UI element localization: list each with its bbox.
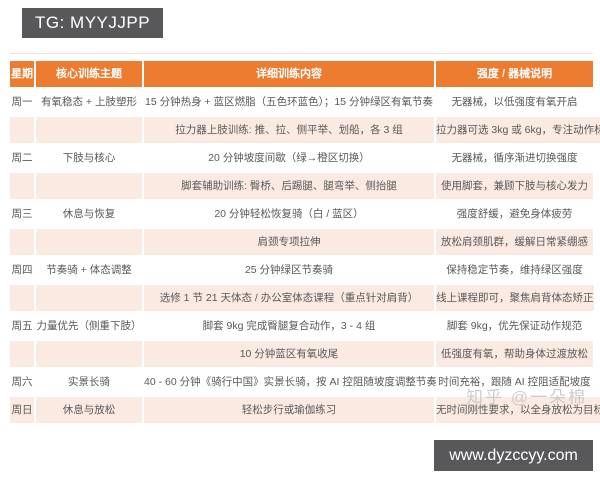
- cell-weekday: [10, 341, 34, 367]
- cell-note: 强度舒缓，避免身体疲劳: [436, 201, 593, 227]
- cell-content: 40 - 60 分钟《骑行中国》实景长骑，按 AI 控阻随坡度调整节奏: [144, 369, 437, 395]
- cell-theme: 力量优先（侧重下肢）: [36, 313, 142, 339]
- cell-note: 线上课程即可，聚焦肩背体态矫正: [436, 285, 594, 311]
- site-url-badge: www.dyzccyy.com: [434, 440, 593, 471]
- table-row: 拉力器上肢训练: 推、拉、侧平举、划船，各 3 组拉力器可选 3kg 或 6kg…: [10, 117, 600, 143]
- table-row: 周日 休息与放松 轻松步行或瑜伽练习 无时间刚性要求，以全身放松为目标: [10, 397, 600, 423]
- table-row: 周二 下肢与核心 20 分钟坡度间歇（绿→橙区切换） 无器械，循序渐进切换强度: [10, 145, 593, 171]
- cell-theme: 节奏骑 + 体态调整: [36, 257, 142, 283]
- table-row: 脚套辅助训练: 臀桥、后踢腿、腿弯举、侧抬腿 使用脚套，兼顾下肢与核心发力: [10, 173, 593, 199]
- table-body: 周一 有氧稳态 + 上肢塑形 15 分钟热身 + 蓝区燃脂（五色环蓝色）；15 分钟…: [10, 89, 600, 423]
- table-row: 周三 休息与恢复 20 分钟轻松恢复骑（白 / 蓝区） 强度舒缓，避免身体疲劳: [10, 201, 593, 227]
- cell-note: 无器械，循序渐进切换强度: [436, 145, 593, 171]
- cell-weekday: 周四: [10, 257, 34, 283]
- cell-weekday: 周二: [10, 145, 34, 171]
- zhihu-watermark: 知乎 @一朵棉: [466, 388, 587, 407]
- cell-content: 20 分钟轻松恢复骑（白 / 蓝区）: [144, 201, 434, 227]
- cell-content: 20 分钟坡度间歇（绿→橙区切换）: [144, 145, 434, 171]
- cell-theme: 下肢与核心: [36, 145, 142, 171]
- cell-weekday: 周六: [10, 369, 34, 395]
- cell-content: 肩颈专项拉伸: [144, 229, 434, 255]
- cell-weekday: [10, 229, 34, 255]
- cell-weekday: 周五: [10, 313, 34, 339]
- cell-theme: [36, 285, 142, 311]
- cell-note: 低强度有氧，帮助身体过渡放松: [436, 341, 593, 367]
- cell-weekday: [10, 285, 34, 311]
- training-schedule-table: 星期 核心训练主题 详细训练内容 强度 / 器械说明 周一 有氧稳态 + 上肢塑形…: [10, 61, 600, 423]
- cell-note: 无时间刚性要求，以全身放松为目标: [436, 397, 600, 423]
- cell-content: 25 分钟绿区节奏骑: [144, 257, 434, 283]
- cell-content: 轻松步行或瑜伽练习: [144, 397, 434, 423]
- cell-theme: [36, 341, 142, 367]
- cell-content: 15 分钟热身 + 蓝区燃脂（五色环蓝色）；15 分钟绿区有氧节奏: [144, 89, 434, 115]
- cell-weekday: 周一: [10, 89, 34, 115]
- cell-note: 放松肩颈肌群，缓解日常紧绷感: [436, 229, 593, 255]
- cell-weekday: 周三: [10, 201, 34, 227]
- table-row: 周六 实景长骑 40 - 60 分钟《骑行中国》实景长骑，按 AI 控阻随坡度调整节…: [10, 369, 593, 395]
- cell-content: 10 分钟蓝区有氧收尾: [144, 341, 434, 367]
- cell-note: 拉力器可选 3kg 或 6kg，专注动作标准: [436, 117, 600, 143]
- cell-theme: [36, 229, 142, 255]
- header-weekday: 星期: [10, 61, 34, 87]
- table-header-row: 星期 核心训练主题 详细训练内容 强度 / 器械说明: [10, 61, 593, 87]
- cell-theme: 休息与恢复: [36, 201, 142, 227]
- cell-note: 使用脚套，兼顾下肢与核心发力: [436, 173, 593, 199]
- cell-theme: 休息与放松: [36, 397, 142, 423]
- top-divider: [10, 53, 593, 54]
- table-row: 选修 1 节 21 天体态 / 办公室体态课程（重点针对肩背） 线上课程即可，聚焦…: [10, 285, 594, 311]
- cell-content: 拉力器上肢训练: 推、拉、侧平举、划船，各 3 组: [144, 117, 434, 143]
- cell-content: 脚套 9kg 完成臀腿复合动作，3 - 4 组: [144, 313, 434, 339]
- cell-weekday: 周日: [10, 397, 34, 423]
- cell-note: 无器械，以低强度有氧开启: [436, 89, 593, 115]
- cell-note: 脚套 9kg，优先保证动作规范: [436, 313, 593, 339]
- tg-badge: TG: MYYJJPP: [22, 8, 164, 38]
- cell-theme: [36, 117, 142, 143]
- cell-note: 保持稳定节奏，维持绿区强度: [436, 257, 593, 283]
- cell-content: 脚套辅助训练: 臀桥、后踢腿、腿弯举、侧抬腿: [144, 173, 434, 199]
- table-row: 10 分钟蓝区有氧收尾 低强度有氧，帮助身体过渡放松: [10, 341, 593, 367]
- cell-weekday: [10, 173, 34, 199]
- table-row: 周四 节奏骑 + 体态调整 25 分钟绿区节奏骑 保持稳定节奏，维持绿区强度: [10, 257, 593, 283]
- cell-theme: [36, 173, 142, 199]
- cell-note: 时间充裕，跟随 AI 控阻适配坡度: [436, 369, 593, 395]
- header-core-theme: 核心训练主题: [36, 61, 142, 87]
- header-training-detail: 详细训练内容: [144, 61, 434, 87]
- header-intensity-equipment: 强度 / 器械说明: [436, 61, 593, 87]
- cell-theme: 有氧稳态 + 上肢塑形: [36, 89, 142, 115]
- cell-theme: 实景长骑: [36, 369, 142, 395]
- table-row: 周五 力量优先（侧重下肢） 脚套 9kg 完成臀腿复合动作，3 - 4 组脚套 9k…: [10, 313, 593, 339]
- cell-content: 选修 1 节 21 天体态 / 办公室体态课程（重点针对肩背）: [144, 285, 434, 311]
- cell-weekday: [10, 117, 34, 143]
- table-row: 周一 有氧稳态 + 上肢塑形 15 分钟热身 + 蓝区燃脂（五色环蓝色）；15 分钟…: [10, 89, 593, 115]
- table-row: 肩颈专项拉伸 放松肩颈肌群，缓解日常紧绷感: [10, 229, 593, 255]
